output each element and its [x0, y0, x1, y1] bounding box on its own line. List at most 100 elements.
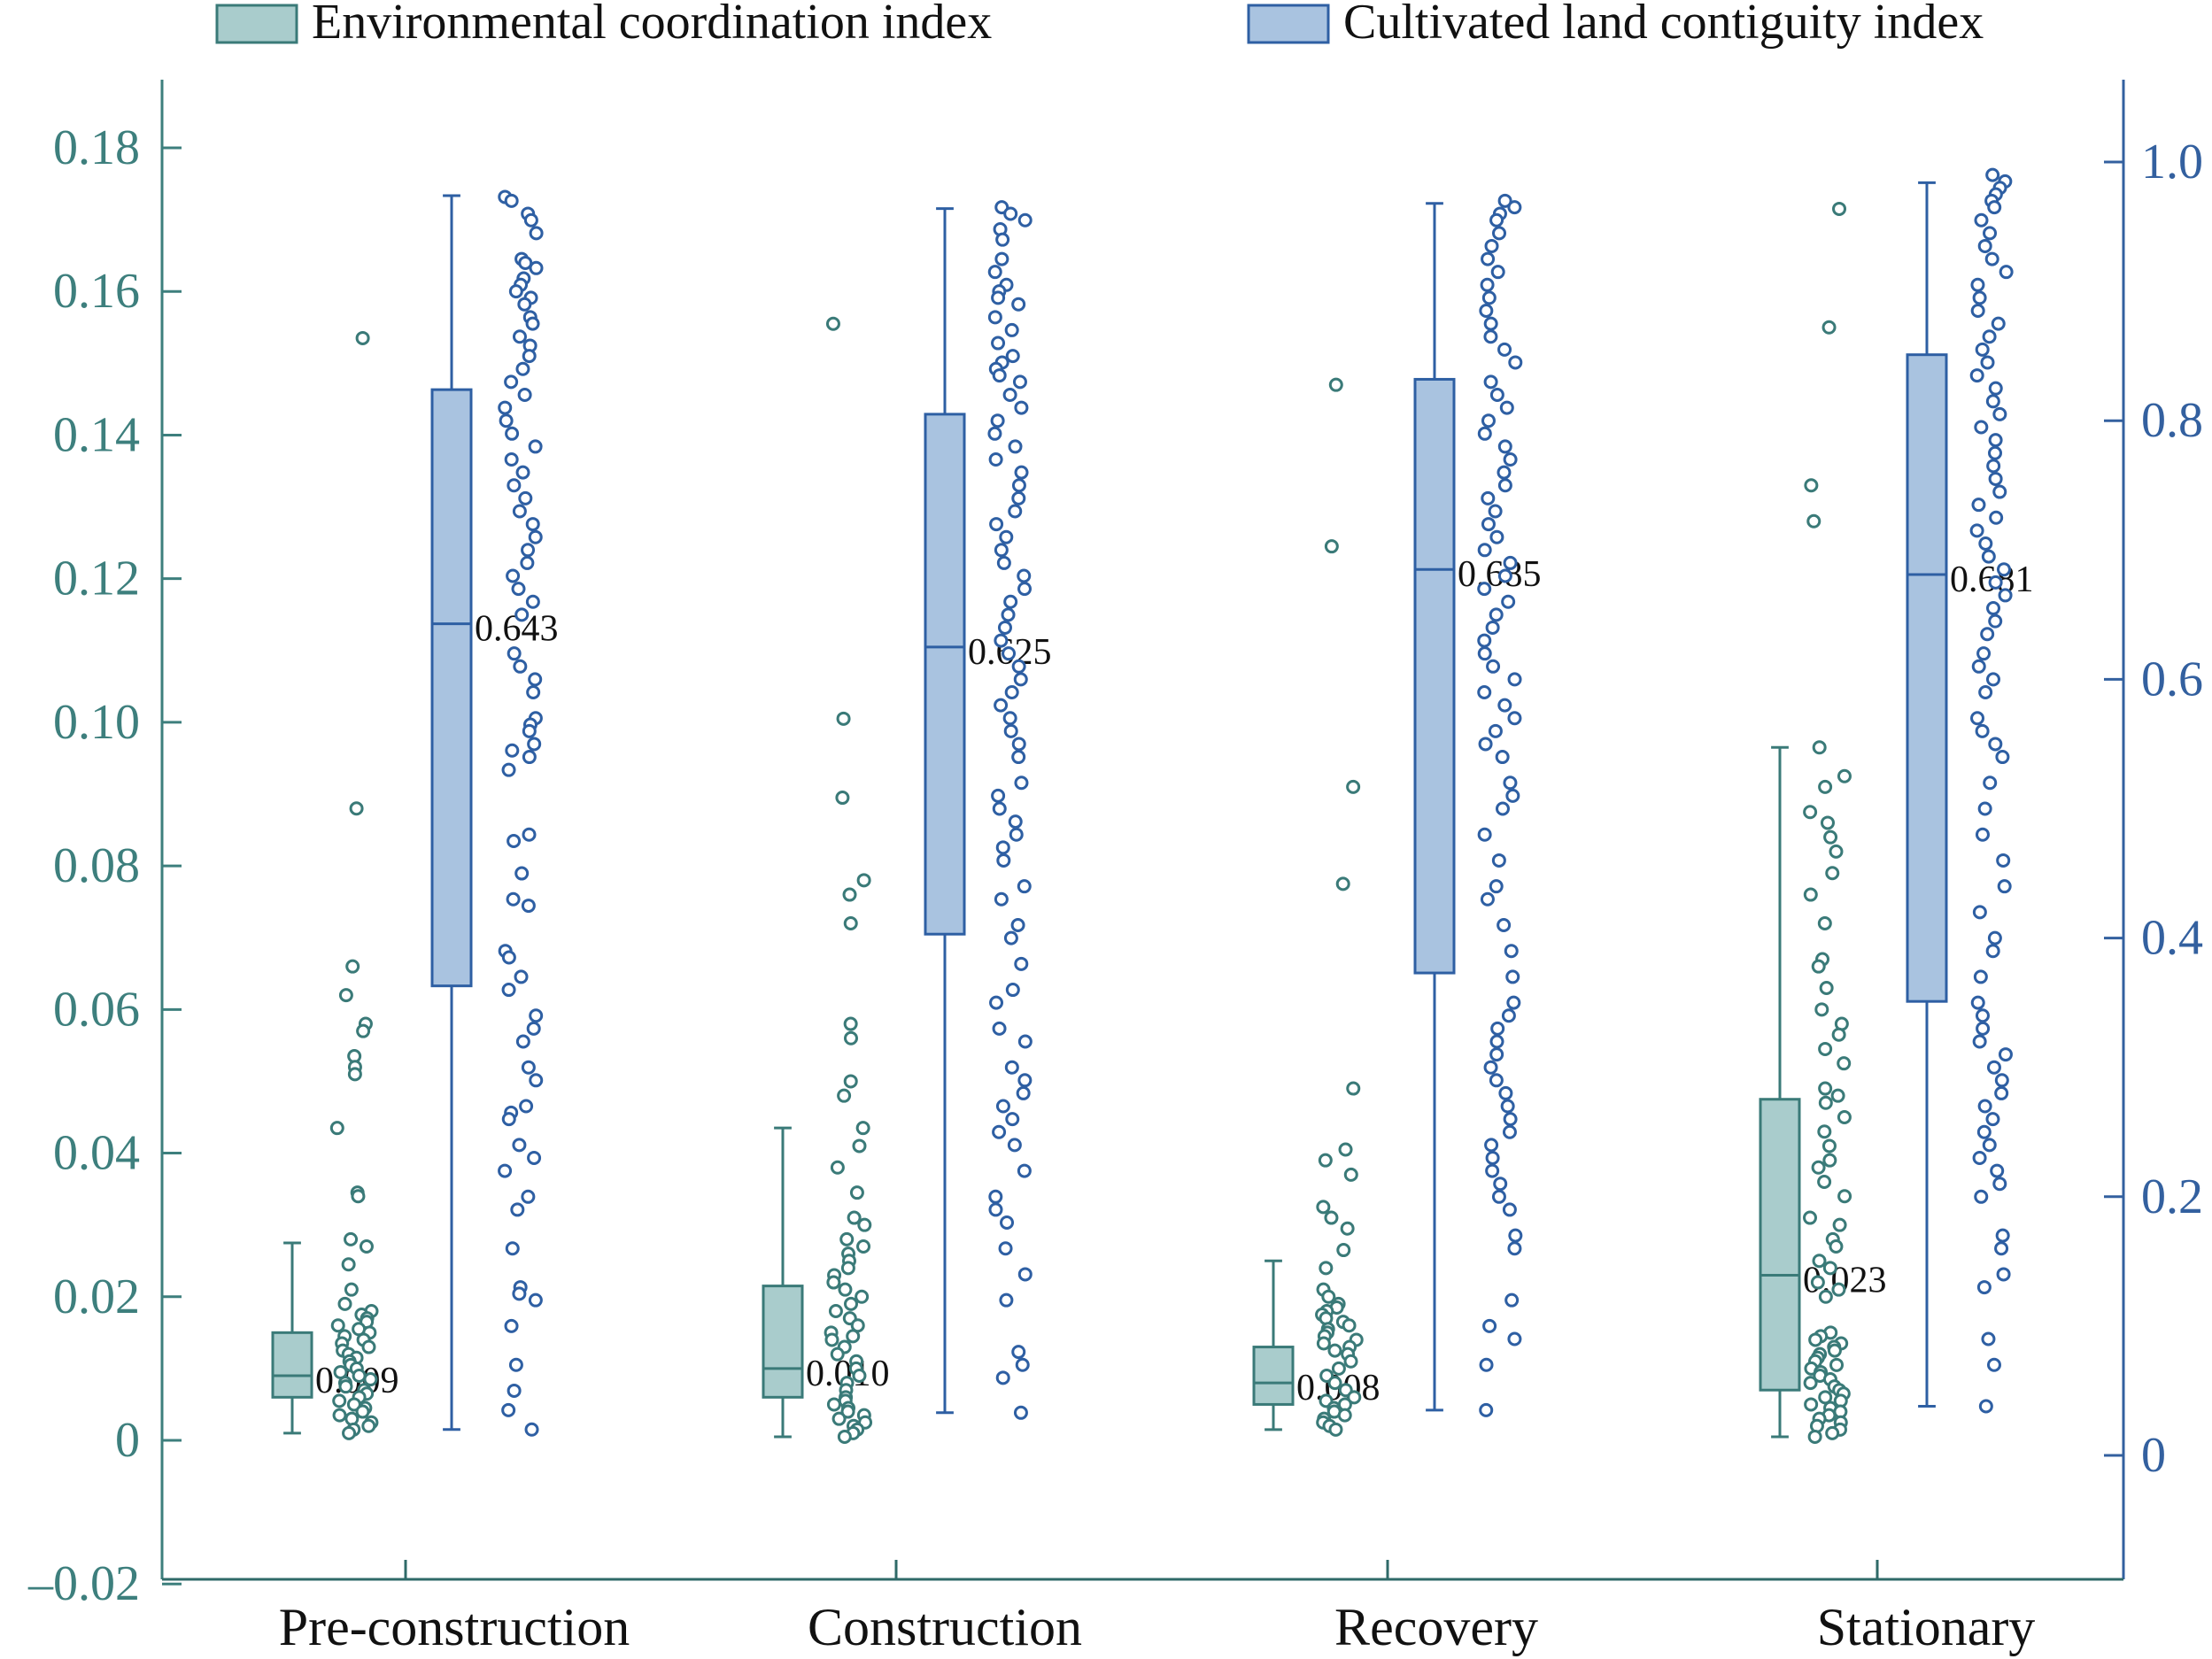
cult-2-point	[1477, 543, 1492, 558]
env-3-point	[1812, 1254, 1827, 1269]
env-3-point	[1810, 1275, 1825, 1290]
cult-1-point	[1005, 1112, 1020, 1127]
cult-2-point	[1495, 801, 1510, 816]
cult-1-point	[990, 413, 1005, 428]
cult-2-point	[1501, 594, 1516, 609]
cult-0-point	[512, 504, 527, 519]
cult-1-point	[1017, 879, 1032, 894]
cult-0-point	[526, 685, 541, 700]
cult-1-point	[1005, 983, 1020, 998]
cult-2-point	[1503, 452, 1518, 467]
env-1-point	[830, 1160, 845, 1175]
cult-3-point	[1986, 601, 2001, 616]
cult-2-point	[1489, 1073, 1504, 1088]
env-1-point	[842, 887, 857, 902]
left-axis-tick-label: 0.12	[53, 552, 140, 606]
env-3-point	[1817, 1175, 1832, 1190]
env-0-point	[344, 1282, 359, 1297]
cult-2-point	[1491, 1189, 1506, 1204]
cult-3-point	[1970, 304, 1985, 319]
env-1-point	[852, 1138, 867, 1154]
cult-3-point	[1985, 944, 2000, 959]
cult-3-point	[1982, 329, 1997, 344]
cult-2-point	[1491, 853, 1506, 868]
cult-3-point	[1985, 394, 2000, 409]
cult-2-point	[1485, 1150, 1500, 1165]
cult-0-point	[499, 413, 514, 428]
cult-2-point	[1484, 1138, 1499, 1153]
cult-0-point	[523, 212, 538, 228]
cult-0-point	[514, 969, 529, 984]
cult-2-point	[1497, 465, 1512, 480]
cult-3-point	[1970, 277, 1985, 292]
env-0-box	[271, 1331, 313, 1399]
env-3-point	[1803, 805, 1818, 820]
cult-2-point	[1503, 555, 1518, 570]
env-1-point	[839, 1231, 855, 1246]
cult-2-point	[1489, 212, 1504, 228]
cult-3-box	[1906, 353, 1948, 1003]
cult-2-point	[1489, 1047, 1504, 1062]
env-3-point	[1817, 1124, 1832, 1139]
cult-1-point	[997, 620, 1012, 635]
cult-2-point	[1504, 944, 1519, 959]
cult-1-point	[1017, 582, 1033, 597]
env-2-point	[1346, 1081, 1361, 1096]
cult-2-point	[1492, 226, 1507, 241]
env-3-point	[1806, 513, 1821, 529]
cult-2-point	[1484, 238, 1499, 253]
env-3-point	[1832, 201, 1847, 216]
cult-2-point	[1507, 672, 1522, 687]
cult-1-point	[1011, 297, 1026, 312]
cult-2-point	[1507, 1331, 1522, 1346]
env-3-point	[1811, 1160, 1826, 1175]
cult-0-point	[522, 723, 537, 738]
cult-3-point	[1977, 801, 1992, 816]
env-3-box	[1759, 1098, 1801, 1392]
env-2-point	[1331, 1361, 1346, 1376]
cult-2-point	[1503, 775, 1518, 791]
env-3-point	[1811, 959, 1826, 974]
env-2-point	[1316, 1200, 1331, 1215]
cult-0-point	[515, 1034, 530, 1049]
left-axis-tick-label: –0.02	[27, 1556, 140, 1611]
cult-3-point	[1974, 420, 1989, 435]
left-axis-tick-label: 0.08	[53, 838, 140, 893]
env-0-point	[337, 1296, 352, 1311]
cult-0-point	[522, 750, 537, 765]
cult-1-point	[1011, 490, 1026, 505]
left-axis-tick-label: 0.02	[53, 1269, 140, 1324]
env-3-point	[1818, 1095, 1833, 1110]
cult-1-point	[1002, 711, 1017, 726]
env-3-point	[1804, 478, 1819, 493]
env-1-box	[762, 1285, 804, 1399]
cult-2-point	[1483, 1060, 1498, 1075]
left-axis-tick-label: 0.18	[53, 120, 140, 175]
env-0-point	[332, 1408, 347, 1423]
cult-1-point	[1011, 659, 1026, 674]
cult-3-point	[1989, 510, 2004, 525]
cult-3-point	[1988, 613, 2003, 629]
cult-2-point	[1486, 659, 1501, 674]
cult-3-point	[1973, 969, 1988, 984]
legend-label-environmental: Environmental coordination index	[312, 0, 992, 50]
cult-0-point	[525, 316, 540, 331]
cult-2-point	[1489, 529, 1504, 544]
env-2-box	[1252, 1346, 1295, 1406]
cult-2-point	[1497, 478, 1512, 493]
env-0-point	[355, 330, 370, 345]
cult-2-point	[1479, 1402, 1494, 1417]
cult-2-point	[1479, 304, 1494, 319]
cult-3-point	[1992, 406, 2007, 421]
env-1-point	[856, 1239, 871, 1254]
env-3-point	[1817, 916, 1832, 931]
cult-0-point	[498, 400, 513, 415]
cult-3-point	[1972, 290, 1987, 305]
cult-2-point	[1503, 1112, 1518, 1127]
env-1-point	[846, 1329, 861, 1344]
cult-2-point	[1505, 788, 1520, 803]
left-axis-tick-label: 0.14	[53, 407, 140, 462]
cult-1-point	[1004, 685, 1019, 700]
cult-3-point	[1994, 1085, 2009, 1100]
env-3-point	[1827, 1343, 1842, 1358]
